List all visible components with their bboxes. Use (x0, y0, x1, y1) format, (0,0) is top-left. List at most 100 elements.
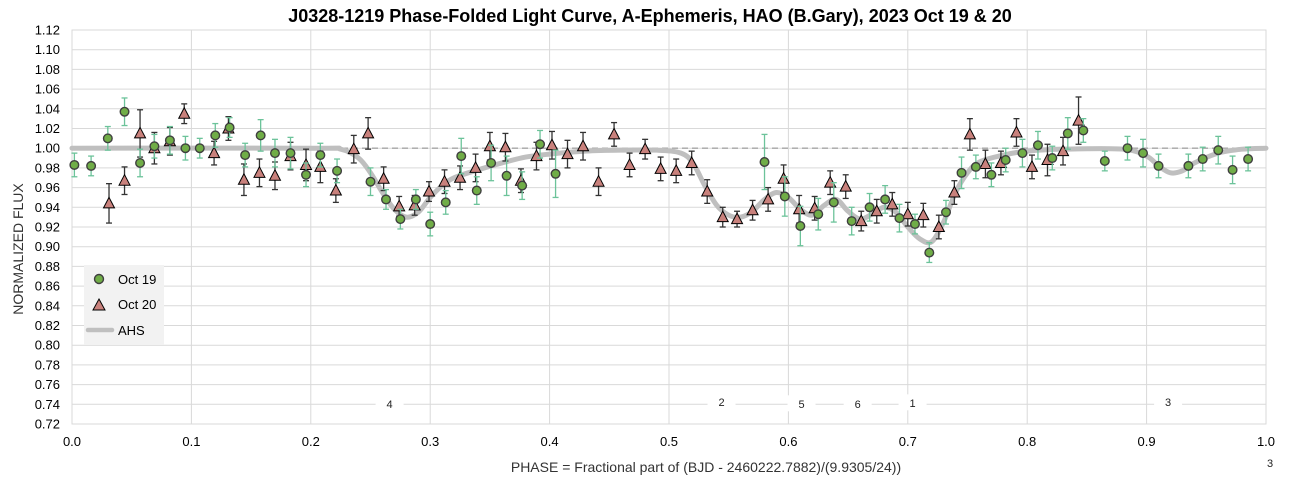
oct19-point (471, 185, 482, 196)
oct19-point (1183, 160, 1194, 171)
oct19-series (69, 97, 1254, 264)
oct19-point (240, 150, 251, 161)
oct19-point (135, 157, 146, 168)
x-tick-label: 1.0 (1257, 434, 1275, 449)
oct19-point (69, 159, 80, 170)
y-tick-label: 0.94 (35, 200, 60, 215)
oct20-point (469, 160, 482, 173)
y-tick-label: 0.78 (35, 357, 60, 372)
annotation-box (1154, 393, 1183, 410)
oct19-point (1047, 153, 1058, 164)
chart-title: J0328-1219 Phase-Folded Light Curve, A-E… (288, 6, 1012, 26)
oct20-point (654, 161, 667, 174)
oct20-point (118, 173, 131, 186)
oct20-point (1072, 113, 1085, 126)
oct20-point (979, 156, 992, 169)
oct19-point (365, 176, 376, 187)
oct20-point (545, 138, 559, 151)
y-tick-label: 0.98 (35, 160, 60, 175)
oct20-point (422, 184, 436, 197)
plot-area-border (71, 29, 1267, 425)
oct20-point (592, 174, 605, 187)
legend: Oct 19 Oct 20 AHS (84, 265, 164, 345)
oct20-point (133, 126, 147, 139)
annotations: 4 2 5 6 1 3 (375, 393, 1183, 412)
oct19-point (1153, 160, 1164, 171)
oct20-point (823, 175, 837, 188)
oct19-point (941, 207, 952, 218)
annotation-box (707, 393, 736, 410)
legend-ahs-label: AHS (118, 323, 145, 338)
annotation-label: 2 (718, 397, 724, 409)
oct19-point (210, 130, 221, 141)
x-tick-label: 0.7 (899, 434, 917, 449)
annotation-label: 6 (855, 399, 861, 411)
corner-note: 3 (1267, 458, 1273, 470)
oct20-point (901, 207, 915, 220)
oct19-point (285, 148, 296, 159)
y-tick-label: 0.88 (35, 259, 60, 274)
oct20-point (638, 142, 652, 155)
y-tick-label: 0.90 (35, 239, 60, 254)
oct19-point (909, 219, 920, 230)
oct19-point (410, 194, 421, 205)
y-axis-ticks: 0.72 0.74 0.76 0.78 0.80 0.82 0.84 0.86 0.88 0.90… (35, 23, 60, 432)
oct20-point (916, 208, 930, 221)
oct20-point (623, 157, 636, 170)
y-tick-label: 0.80 (35, 338, 60, 353)
x-tick-label: 0.1 (182, 434, 200, 449)
oct20-point (854, 214, 868, 227)
oct19-point (535, 139, 546, 150)
oct19-point (1227, 164, 1238, 175)
x-tick-label: 0.5 (660, 434, 678, 449)
oct19-point (86, 160, 97, 171)
oct20-point (329, 183, 343, 196)
y-tick-label: 0.92 (35, 220, 60, 235)
oct19-point (1243, 154, 1254, 165)
y-tick-label: 1.10 (35, 42, 60, 57)
annotation-box (843, 395, 872, 412)
oct20-point (453, 170, 467, 183)
oct19-point (517, 180, 528, 191)
oct19-point (828, 197, 839, 208)
oct20-point (839, 179, 853, 192)
oct19-point (149, 141, 160, 152)
oct20-point (963, 127, 977, 140)
oct20-point (377, 171, 390, 184)
oct19-point (1099, 156, 1110, 167)
oct20-point (761, 192, 775, 205)
oct19-point (180, 143, 191, 154)
oct20-point (730, 212, 744, 225)
x-axis-ticks: 0.0 0.1 0.2 0.3 0.4 0.5 0.6 0.7 0.8 0.9 1.0 (63, 434, 1275, 449)
oct19-point (795, 221, 806, 232)
oct20-point (207, 146, 221, 159)
x-tick-label: 0.8 (1018, 434, 1036, 449)
x-tick-label: 0.3 (421, 434, 439, 449)
oct20-point (576, 139, 590, 152)
grid (71, 29, 1267, 425)
oct20-point (685, 155, 699, 168)
x-tick-label: 0.4 (541, 434, 559, 449)
oct20-point (392, 199, 406, 212)
oct19-point (956, 167, 967, 178)
oct19-point (1032, 140, 1043, 151)
oct19-point (1000, 155, 1011, 166)
oct19-point (894, 213, 905, 224)
oct19-point (1017, 148, 1028, 159)
oct20-point (716, 210, 730, 223)
oct19-point (986, 169, 997, 180)
legend-oct20-marker (92, 297, 106, 311)
oct19-point (440, 197, 451, 208)
oct20-point (1010, 125, 1023, 138)
oct20-point (361, 126, 375, 139)
oct20-point (499, 140, 512, 153)
y-tick-label: 1.02 (35, 121, 60, 136)
oct19-point (1122, 143, 1133, 154)
oct19-point (332, 165, 343, 176)
oct20-point (561, 147, 574, 160)
y-tick-label: 0.86 (35, 279, 60, 294)
y-tick-label: 1.06 (35, 82, 60, 97)
oct19-point (381, 194, 392, 205)
oct20-point (237, 172, 251, 185)
